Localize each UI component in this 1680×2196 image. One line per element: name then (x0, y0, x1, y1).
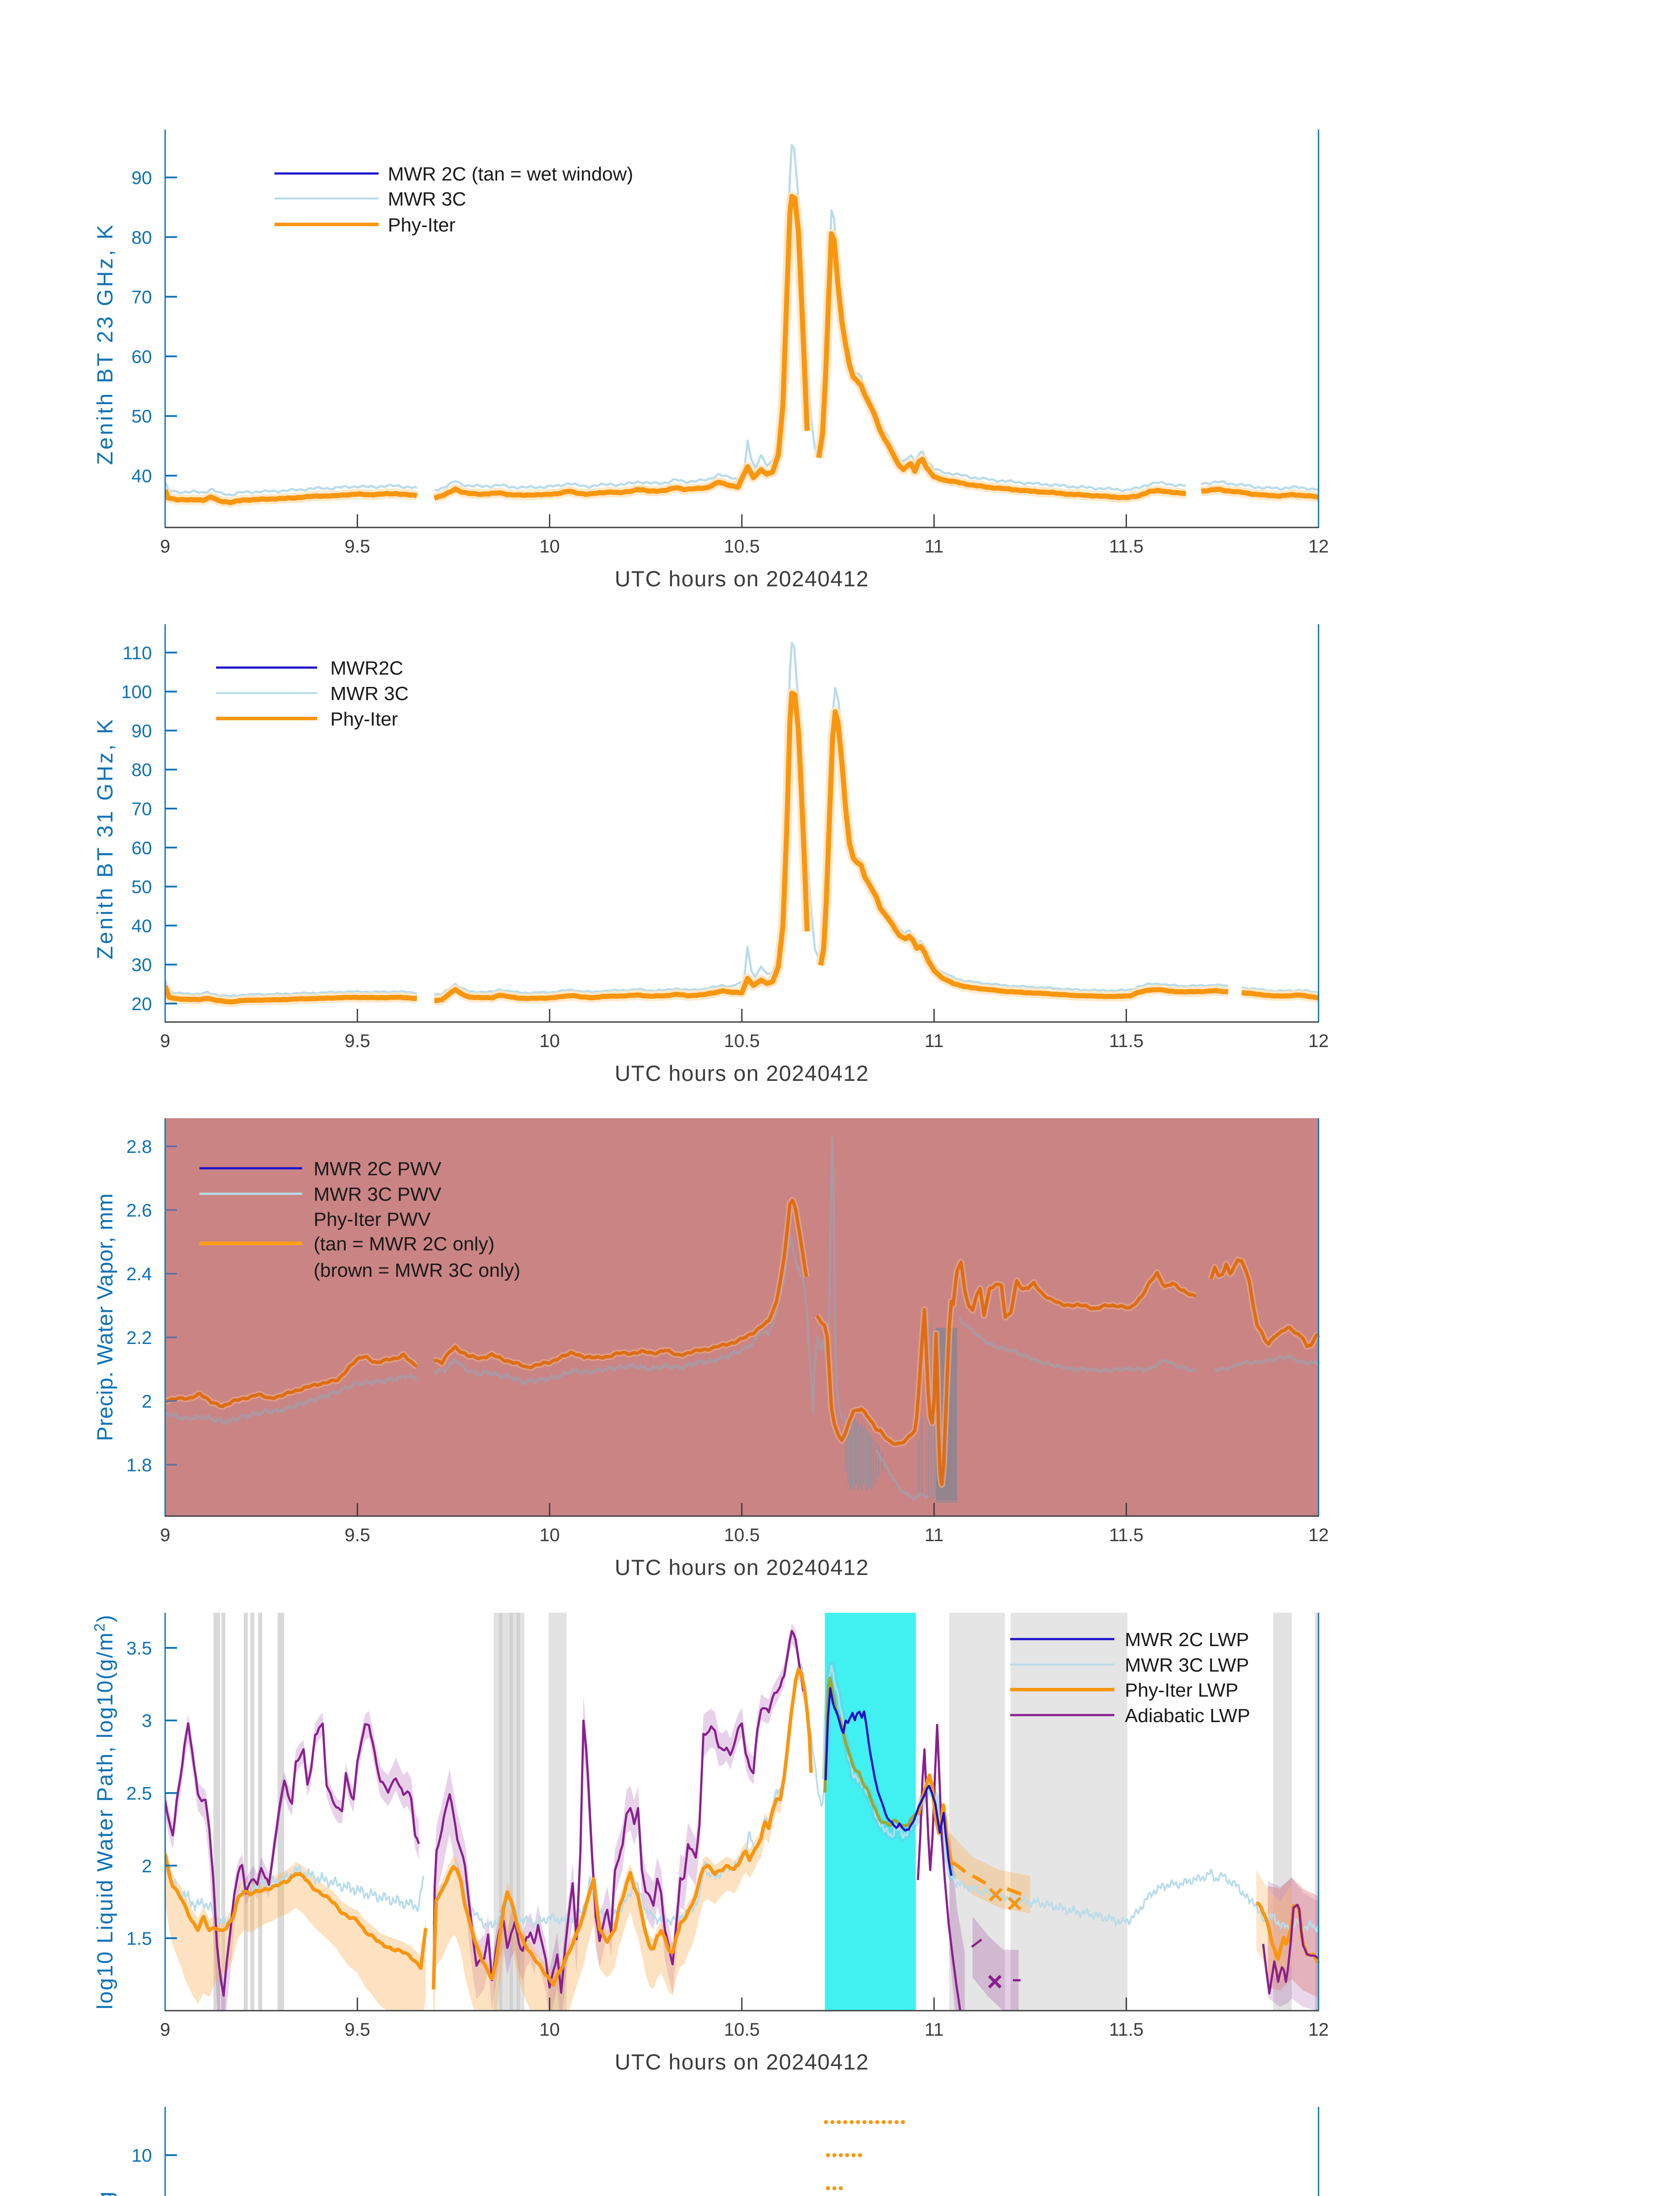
svg-text:80: 80 (131, 227, 152, 248)
svg-text:50: 50 (131, 406, 152, 426)
svg-text:UTC hours on 20240412: UTC hours on 20240412 (614, 1061, 869, 1086)
svg-text:60: 60 (131, 838, 152, 858)
svg-text:2.4: 2.4 (126, 1264, 152, 1284)
svg-text:100: 100 (121, 682, 152, 702)
svg-text:MWR 2C PWV: MWR 2C PWV (314, 1158, 442, 1180)
svg-text:Zenith BT 23 GHz, K: Zenith BT 23 GHz, K (93, 223, 117, 465)
svg-text:log10 Liquid Water Path, log10: log10 Liquid Water Path, log10(g/m2) (91, 1614, 117, 2009)
svg-text:MWR 3C PWV: MWR 3C PWV (314, 1184, 442, 1205)
svg-text:(brown = MWR 3C only): (brown = MWR 3C only) (314, 1260, 520, 1281)
svg-text:1.5: 1.5 (126, 1928, 152, 1949)
svg-text:2.6: 2.6 (126, 1200, 152, 1221)
svg-text:9.5: 9.5 (345, 1030, 370, 1051)
svg-text:90: 90 (131, 167, 152, 188)
svg-text:9: 9 (160, 536, 170, 556)
svg-text:9.5: 9.5 (345, 536, 370, 556)
svg-text:Phy-Iter PWV: Phy-Iter PWV (314, 1209, 431, 1230)
svg-text:11.5: 11.5 (1109, 2019, 1144, 2040)
svg-text:2: 2 (142, 1856, 152, 1876)
svg-text:Adiabatic LWP: Adiabatic LWP (1125, 1705, 1250, 1726)
svg-text:20: 20 (131, 993, 152, 1014)
svg-text:70: 70 (131, 287, 152, 307)
svg-text:UTC hours on 20240412: UTC hours on 20240412 (614, 2050, 869, 2074)
svg-text:9: 9 (160, 1030, 170, 1051)
svg-text:10.5: 10.5 (724, 536, 760, 556)
svg-text:12: 12 (1308, 1030, 1329, 1051)
svg-text:12: 12 (1308, 1524, 1329, 1545)
svg-text:MWR 2C (tan = wet window): MWR 2C (tan = wet window) (388, 163, 633, 185)
svg-text:70: 70 (131, 798, 152, 819)
svg-text:MWR2C: MWR2C (330, 657, 403, 679)
svg-text:9.5: 9.5 (345, 2019, 370, 2040)
svg-text:30: 30 (131, 954, 152, 975)
svg-text:10: 10 (131, 2145, 152, 2166)
svg-text:3.5: 3.5 (126, 1638, 152, 1658)
svg-text:MWR 3C: MWR 3C (330, 683, 408, 704)
svg-text:11: 11 (925, 2019, 944, 2040)
svg-text:10.5: 10.5 (724, 2019, 760, 2040)
svg-text:9: 9 (160, 1524, 170, 1545)
svg-text:12: 12 (1308, 2019, 1329, 2040)
svg-text:UTC hours on 20240412: UTC hours on 20240412 (614, 1555, 869, 1580)
svg-text:3: 3 (142, 1710, 152, 1731)
svg-text:90: 90 (131, 720, 152, 741)
svg-text:12: 12 (1308, 536, 1329, 556)
svg-text:Zenith BT 31 GHz, K: Zenith BT 31 GHz, K (93, 717, 117, 960)
svg-text:11.5: 11.5 (1109, 1030, 1144, 1051)
svg-text:60: 60 (131, 346, 152, 367)
svg-text:Phy-Iter: Phy-Iter (388, 214, 455, 236)
svg-text:10: 10 (539, 2019, 560, 2040)
svg-text:80: 80 (131, 759, 152, 780)
svg-text:10: 10 (539, 536, 560, 556)
svg-text:40: 40 (131, 915, 152, 936)
svg-text:10.5: 10.5 (724, 1030, 760, 1051)
svg-text:40: 40 (131, 466, 152, 486)
svg-text:Precip. Water Vapor, mm: Precip. Water Vapor, mm (93, 1193, 117, 1441)
svg-text:Phy-Iter: Phy-Iter (330, 708, 398, 730)
svg-text:9: 9 (160, 2019, 170, 2040)
svg-text:11: 11 (925, 1030, 944, 1051)
svg-text:9.5: 9.5 (345, 1524, 370, 1545)
svg-text:MWR 2C LWP: MWR 2C LWP (1125, 1629, 1249, 1651)
svg-text:11: 11 (925, 536, 944, 556)
svg-text:MWR 3C LWP: MWR 3C LWP (1125, 1654, 1249, 1676)
svg-text:50: 50 (131, 877, 152, 897)
svg-text:2: 2 (142, 1391, 152, 1412)
svg-text:MWR Phy Iter DQ Flag: MWR Phy Iter DQ Flag (93, 2191, 117, 2196)
svg-text:Phy-Iter LWP: Phy-Iter LWP (1125, 1680, 1238, 1701)
svg-text:11: 11 (925, 1524, 944, 1545)
svg-text:MWR 3C: MWR 3C (388, 188, 466, 210)
svg-text:10: 10 (539, 1524, 560, 1545)
svg-text:2.8: 2.8 (126, 1136, 152, 1157)
svg-text:10: 10 (539, 1030, 560, 1051)
svg-text:11.5: 11.5 (1109, 1524, 1144, 1545)
svg-text:UTC hours on 20240412: UTC hours on 20240412 (614, 567, 869, 591)
svg-text:110: 110 (123, 643, 152, 663)
svg-text:2.5: 2.5 (126, 1783, 152, 1804)
svg-text:(tan = MWR 2C only): (tan = MWR 2C only) (314, 1233, 495, 1255)
svg-text:10.5: 10.5 (724, 1524, 760, 1545)
svg-text:1.8: 1.8 (126, 1455, 152, 1475)
svg-text:2.2: 2.2 (126, 1327, 152, 1348)
svg-text:11.5: 11.5 (1109, 536, 1144, 556)
